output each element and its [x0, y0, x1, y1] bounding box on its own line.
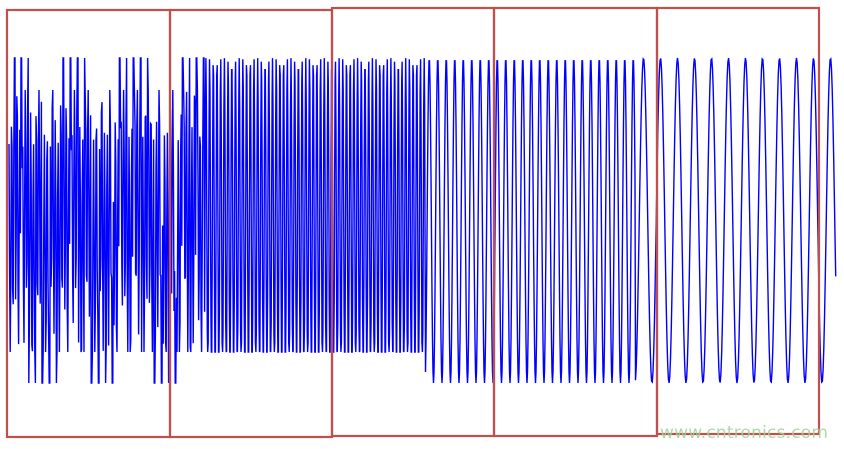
highlight-windows: [5, 6, 821, 439]
waveform-series: [8, 57, 837, 384]
waveform-line: [8, 57, 837, 384]
highlight-window-5: [655, 6, 821, 436]
watermark: www.cntronics.com: [660, 423, 829, 443]
